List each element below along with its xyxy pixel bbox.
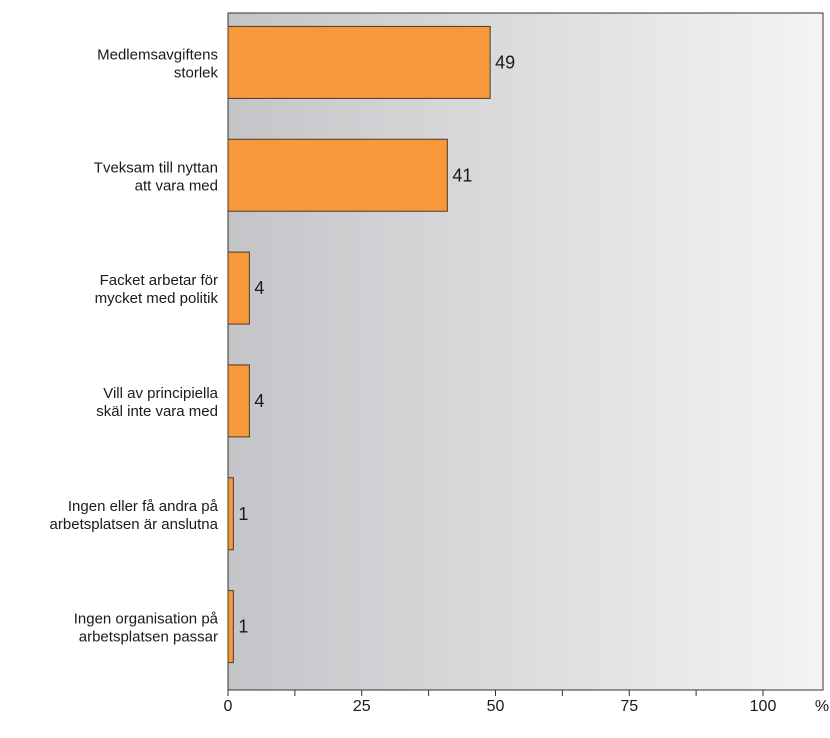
bar: [227, 25, 491, 99]
category-label: Ingen organisation på arbetsplatsen passa…: [74, 611, 219, 646]
x-axis-unit-label: %: [815, 698, 829, 715]
x-tick-label: 100: [750, 698, 777, 715]
category-label: Ingen eller få andra på arbetsplatsen är …: [50, 498, 219, 533]
category-label: Vill av principiella skäl inte vara med: [96, 385, 218, 420]
bar: [227, 138, 448, 212]
x-tick-label: 0: [224, 698, 233, 715]
bar-value-label: 41: [452, 165, 472, 185]
bar-value-label: 1: [238, 617, 248, 637]
bar: [227, 590, 234, 664]
bar-value-label: 4: [254, 278, 264, 298]
category-label: Tveksam till nyttan att vara med: [94, 159, 218, 194]
bar: [227, 477, 234, 551]
x-tick-label: 25: [353, 698, 371, 715]
x-tick-label: 75: [620, 698, 638, 715]
category-label: Medlemsavgiftens storlek: [97, 46, 218, 81]
plot-area: [227, 12, 824, 691]
bar: [227, 364, 250, 438]
bar-value-label: 4: [254, 391, 264, 411]
x-tick-label: 50: [487, 698, 505, 715]
x-axis: 0 25 50 75 100: [224, 690, 777, 715]
bar-value-label: 1: [238, 504, 248, 524]
bar: [227, 251, 250, 325]
bar-value-label: 49: [495, 52, 515, 72]
category-label: Facket arbetar för mycket med politik: [95, 272, 219, 307]
